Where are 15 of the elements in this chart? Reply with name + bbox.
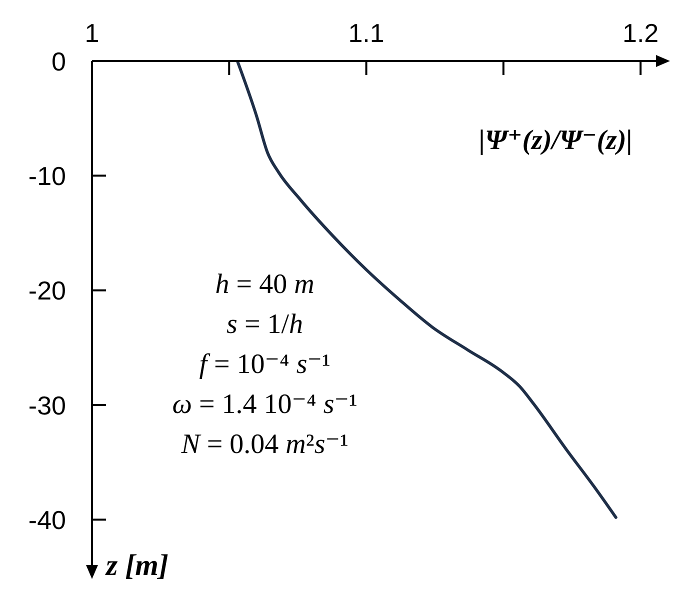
annotation: N = 0.04 m²s⁻¹	[180, 429, 348, 460]
x-tick-label: 1.1	[348, 18, 384, 48]
x-tick-label: 1	[84, 18, 100, 48]
annotation: s = 1/h	[226, 309, 304, 340]
x-tick-label: 1.2	[622, 18, 659, 48]
y-tick-label: -10	[28, 161, 66, 192]
annotation: ω = 1.4 10⁻⁴ s⁻¹	[172, 389, 358, 420]
y-tick-label: -30	[28, 390, 66, 420]
x-axis-title: |Ψ⁺(z)/Ψ⁻(z)|	[478, 125, 632, 156]
annotation: f = 10⁻⁴ s⁻¹	[199, 349, 330, 380]
annotation: h = 40 m	[215, 269, 314, 300]
y-axis-title: z [m]	[105, 549, 168, 582]
y-tick-label: -20	[28, 276, 66, 306]
y-tick-label: 0	[52, 46, 66, 76]
y-tick-label: -40	[28, 505, 66, 536]
